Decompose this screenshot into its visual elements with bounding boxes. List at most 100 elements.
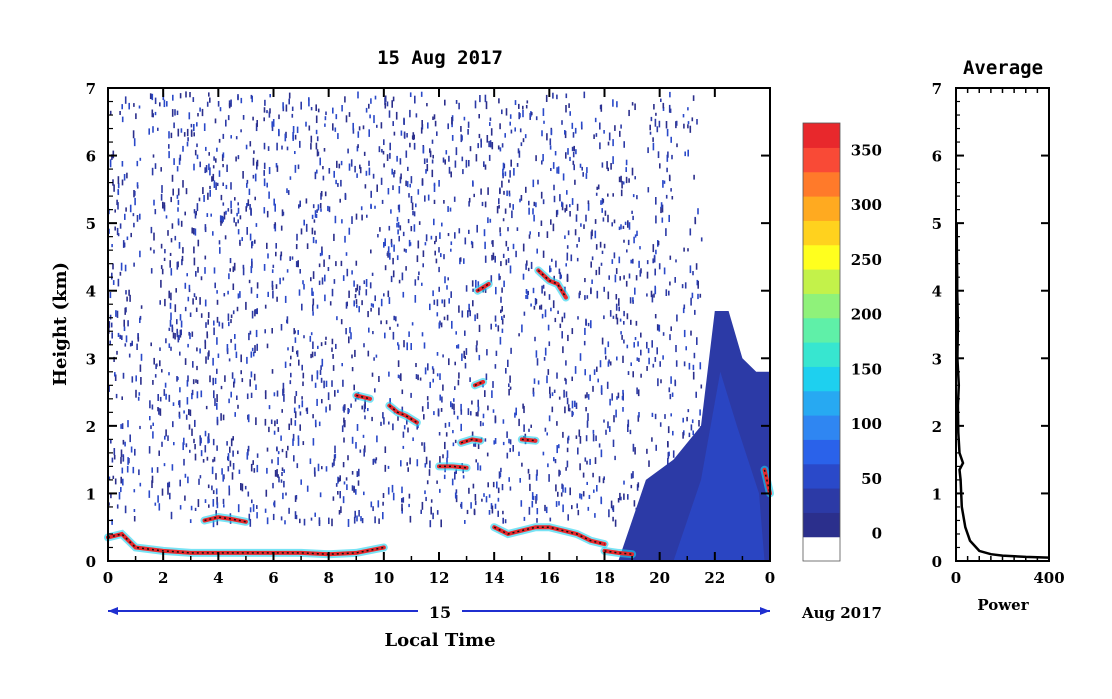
noise-speck xyxy=(246,183,248,188)
noise-speck xyxy=(553,195,556,203)
noise-speck xyxy=(368,129,370,137)
noise-speck xyxy=(475,154,478,162)
noise-speck xyxy=(343,437,345,443)
noise-speck xyxy=(494,364,497,369)
noise-speck xyxy=(594,230,597,239)
noise-speck xyxy=(218,138,221,143)
noise-speck xyxy=(167,486,169,495)
noise-speck xyxy=(626,344,629,349)
noise-speck xyxy=(340,160,343,166)
noise-speck xyxy=(532,495,535,501)
noise-speck xyxy=(625,176,628,184)
noise-speck xyxy=(206,456,209,461)
noise-speck xyxy=(223,504,225,508)
noise-speck xyxy=(491,142,494,150)
noise-speck xyxy=(498,198,500,205)
noise-speck xyxy=(284,295,287,303)
noise-speck xyxy=(317,108,320,113)
noise-speck xyxy=(318,263,321,268)
noise-speck xyxy=(466,509,469,515)
noise-speck xyxy=(308,98,310,107)
noise-speck xyxy=(111,272,113,280)
noise-speck xyxy=(392,121,394,127)
noise-speck xyxy=(119,334,121,339)
noise-speck xyxy=(430,506,432,515)
noise-speck xyxy=(409,183,411,188)
noise-speck xyxy=(448,166,451,174)
noise-speck xyxy=(552,162,555,169)
noise-speck xyxy=(399,176,402,184)
noise-speck xyxy=(488,154,491,161)
noise-speck xyxy=(232,436,234,441)
noise-speck xyxy=(337,491,339,495)
noise-speck xyxy=(423,442,426,450)
noise-speck xyxy=(574,366,577,374)
noise-speck xyxy=(286,146,289,151)
noise-speck xyxy=(623,493,625,500)
noise-speck xyxy=(592,385,594,392)
noise-speck xyxy=(439,373,441,380)
noise-speck xyxy=(179,314,182,321)
noise-speck xyxy=(360,206,363,211)
noise-speck xyxy=(191,428,193,436)
noise-speck xyxy=(585,435,588,442)
noise-speck xyxy=(401,498,403,503)
noise-speck xyxy=(349,327,351,334)
noise-speck xyxy=(335,261,337,267)
noise-speck xyxy=(387,465,390,469)
noise-speck xyxy=(475,412,478,417)
noise-speck xyxy=(115,310,117,317)
noise-speck xyxy=(332,496,335,501)
noise-speck xyxy=(603,130,605,134)
noise-speck xyxy=(171,324,174,331)
noise-speck xyxy=(501,484,504,491)
noise-speck xyxy=(508,179,510,183)
noise-speck xyxy=(675,345,677,353)
noise-speck xyxy=(429,520,432,528)
noise-speck xyxy=(430,499,433,503)
noise-speck xyxy=(126,465,129,473)
noise-speck xyxy=(230,438,233,447)
noise-speck xyxy=(425,456,428,465)
noise-speck xyxy=(204,341,207,350)
noise-speck xyxy=(154,163,157,169)
noise-speck xyxy=(402,497,405,503)
noise-speck xyxy=(392,257,394,265)
noise-speck xyxy=(587,394,590,400)
noise-speck xyxy=(474,494,477,501)
noise-speck xyxy=(306,243,309,250)
noise-speck xyxy=(345,302,348,309)
noise-speck xyxy=(525,295,527,299)
noise-speck xyxy=(551,258,553,262)
noise-speck xyxy=(126,296,128,302)
noise-speck xyxy=(274,470,277,477)
noise-speck xyxy=(267,146,270,151)
noise-speck xyxy=(484,241,486,250)
noise-speck xyxy=(303,335,305,339)
noise-speck xyxy=(652,363,655,368)
noise-speck xyxy=(682,417,684,423)
noise-speck xyxy=(207,484,210,489)
noise-speck xyxy=(359,285,361,291)
noise-speck xyxy=(110,492,112,499)
noise-speck xyxy=(139,425,141,430)
noise-speck xyxy=(162,201,164,209)
noise-speck xyxy=(518,150,521,158)
noise-speck xyxy=(173,442,175,446)
noise-speck xyxy=(660,202,663,209)
noise-speck xyxy=(686,416,688,422)
noise-speck xyxy=(225,119,227,127)
noise-speck xyxy=(167,435,169,441)
noise-speck xyxy=(348,336,350,344)
noise-speck xyxy=(113,448,116,456)
noise-speck xyxy=(168,394,171,402)
noise-speck xyxy=(265,489,268,497)
noise-speck xyxy=(250,463,253,472)
noise-speck xyxy=(168,327,171,331)
noise-speck xyxy=(502,517,504,524)
noise-speck xyxy=(204,299,207,307)
noise-speck xyxy=(564,377,566,381)
noise-speck xyxy=(600,498,603,505)
noise-speck xyxy=(256,453,259,458)
